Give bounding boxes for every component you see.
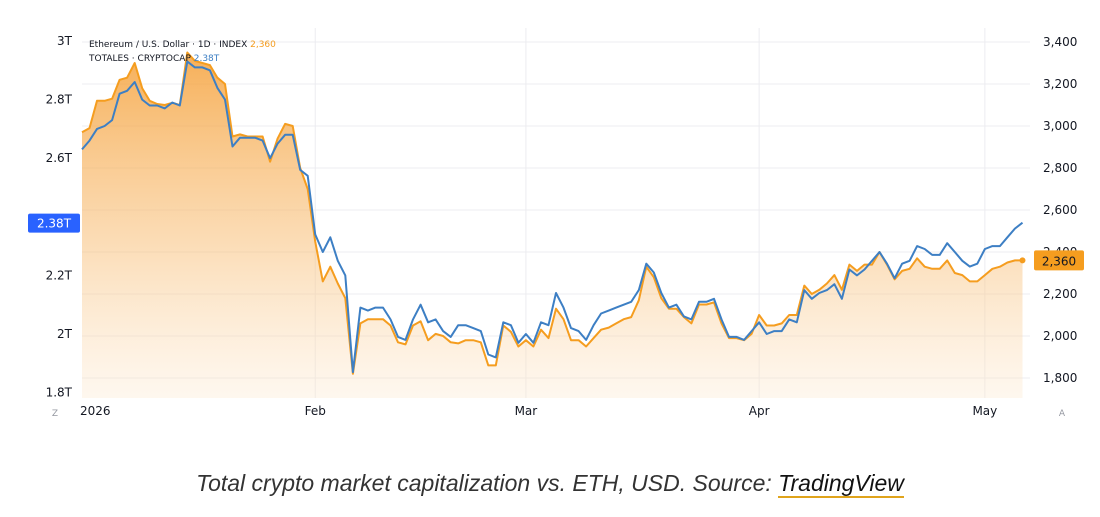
axes: 3T 2.8T 2.6T 2.2T 2T 1.8T 3,400 3,200 3,000 2,800… [28,34,1084,419]
x-tick-3: Apr [749,404,770,418]
y-right-tick-8: 1,800 [1043,371,1077,385]
legend-eth: Ethereum / U.S. Dollar · 1D · INDEX 2,36… [89,40,276,50]
y-left-tick-2: 2.6T [46,151,73,165]
eth-badge-label: 2,360 [1042,254,1076,268]
y-right-tick-1: 3,200 [1043,77,1077,91]
source-link[interactable]: TradingView [778,470,904,498]
legend: Ethereum / U.S. Dollar · 1D · INDEX 2,36… [88,40,276,64]
legend-totales-value: 2.38T [194,54,220,64]
chart: 3T 2.8T 2.6T 2.2T 2T 1.8T 3,400 3,200 3,000 2,800… [28,28,1084,419]
x-tick-1: Feb [305,404,326,418]
totales-badge [28,213,80,233]
x-tick-0: 2026 [80,404,111,418]
y-right-tick-2: 3,000 [1043,119,1077,133]
series-layer [81,51,1026,398]
totales-line [81,60,1024,374]
y-right-tick-6: 2,200 [1043,287,1077,301]
totales-badge-label: 2.38T [37,217,72,231]
eth-badge [1034,250,1084,271]
eth-area [82,52,1023,398]
y-right-tick-4: 2,600 [1043,203,1077,217]
y-left-tick-1: 2.8T [46,93,73,107]
x-tick-4: May [972,404,997,418]
y-right-tick-3: 2,800 [1043,161,1077,175]
y-right-tick-0: 3,400 [1043,35,1077,49]
corner-right: A [1059,409,1066,419]
eth-line [81,51,1023,375]
caption: Total crypto market capitalization vs. E… [0,470,1100,498]
x-tick-2: Mar [515,404,538,418]
eth-last-point [1019,257,1026,264]
y-left-tick-3: 2.2T [46,268,73,282]
y-left-tick-0: 3T [57,34,73,48]
caption-text: Total crypto market capitalization vs. E… [196,470,779,496]
legend-totales: TOTALES · CRYPTOCAP 2.38T [88,54,220,64]
legend-eth-value: 2,360 [250,40,276,50]
y-right-tick-7: 2,000 [1043,329,1077,343]
y-left-tick-4: 2T [57,327,73,341]
y-left-tick-5: 1.8T [46,386,73,400]
corner-left: Z [52,409,58,419]
